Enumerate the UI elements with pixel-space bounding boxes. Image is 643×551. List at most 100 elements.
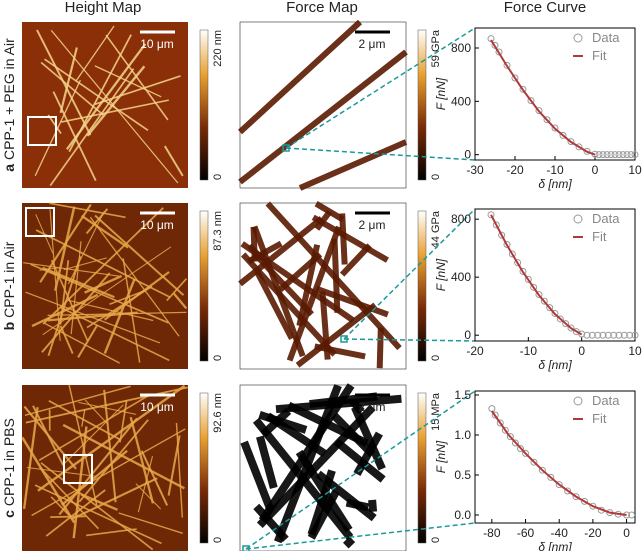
fiber — [35, 229, 171, 299]
row-letter: b — [1, 322, 17, 331]
force-fiber — [345, 498, 369, 512]
data-point — [498, 231, 506, 239]
force-fiber — [237, 19, 363, 135]
fiber — [48, 399, 121, 441]
fiber — [78, 401, 137, 415]
fiber — [59, 306, 170, 362]
colorbar-min: 0 — [430, 355, 442, 361]
force-fiber — [314, 201, 345, 223]
data-point — [495, 48, 503, 56]
force-fiber — [309, 392, 378, 409]
x-tick-label: -20 — [506, 163, 524, 177]
data-point — [580, 497, 588, 505]
force-fiber — [307, 489, 340, 540]
y-tick-label: 0.5 — [454, 468, 471, 482]
fit-line — [490, 39, 596, 156]
fit-line — [491, 410, 627, 516]
data-point — [555, 481, 563, 489]
data-point — [511, 74, 519, 82]
force-fiber — [296, 244, 321, 327]
data-point — [503, 241, 511, 249]
fiber — [89, 216, 180, 337]
colorbar — [417, 392, 427, 544]
legend-label: Fit — [592, 48, 607, 63]
force-fiber — [339, 243, 372, 277]
fit-line — [490, 214, 583, 336]
row-label: c CPP-1 in PBS — [1, 418, 17, 518]
force-fiber — [314, 209, 333, 231]
roi-box — [27, 116, 57, 146]
fiber — [65, 43, 147, 150]
row-letter: a — [1, 164, 17, 172]
fiber — [62, 423, 185, 490]
scale-label: 10 μm — [140, 37, 174, 51]
data-point — [540, 297, 548, 305]
fiber — [37, 384, 186, 492]
data-point — [522, 449, 530, 457]
data-point — [595, 151, 603, 159]
scale-label: 2 μm — [359, 218, 386, 232]
scale-label: 10 μm — [140, 218, 174, 232]
data-point — [603, 151, 611, 159]
fiber — [67, 211, 105, 285]
fiber — [80, 493, 118, 511]
y-tick-label: 0 — [464, 328, 471, 342]
data-point — [516, 445, 524, 453]
y-tick-label: 800 — [451, 41, 471, 55]
fiber — [75, 25, 115, 82]
x-tick-label: -60 — [517, 526, 535, 540]
fiber — [58, 417, 138, 516]
fiber — [49, 68, 135, 187]
x-axis-label: δ [nm] — [538, 177, 572, 191]
data-point — [628, 511, 636, 519]
row-label: b CPP-1 in Air — [1, 241, 17, 330]
data-point — [535, 107, 543, 115]
force-fiber — [254, 270, 295, 340]
fiber — [26, 466, 96, 477]
fiber — [61, 99, 169, 123]
legend-label: Data — [592, 30, 620, 45]
data-point — [615, 151, 623, 159]
fiber — [140, 450, 169, 506]
zoom-line — [245, 390, 476, 550]
scale-label: 2 μm — [359, 37, 386, 51]
zoom-line — [343, 208, 476, 340]
data-point — [623, 151, 631, 159]
force-fiber — [311, 214, 389, 263]
y-tick-label: 0.0 — [454, 508, 471, 522]
force-fiber — [333, 438, 386, 483]
fiber — [47, 311, 187, 316]
legend-marker — [573, 396, 583, 406]
colorbar-max: 59 GPa — [430, 29, 442, 67]
legend-marker — [573, 214, 583, 224]
fiber — [163, 145, 184, 177]
fiber — [61, 449, 128, 506]
data-point — [487, 211, 495, 219]
force-fiber — [353, 431, 383, 476]
force-fiber — [343, 536, 356, 549]
force-fiber — [376, 327, 384, 369]
data-point — [626, 331, 634, 339]
fiber — [122, 258, 141, 363]
fiber — [21, 436, 76, 524]
fiber — [109, 289, 146, 306]
data-point — [619, 151, 627, 159]
legend-label: Fit — [592, 229, 607, 244]
fiber — [118, 512, 183, 534]
roi-box — [63, 454, 93, 484]
fiber — [70, 477, 158, 521]
force-fiber — [331, 412, 376, 458]
data-point — [567, 138, 575, 146]
colorbar-max: 15 MPa — [430, 392, 442, 431]
fiber — [78, 419, 149, 503]
fiber — [103, 278, 136, 354]
fiber — [94, 65, 162, 98]
data-point — [594, 331, 602, 339]
fiber — [59, 47, 78, 114]
fiber — [25, 291, 161, 344]
colorbar-max: 92.6 nm — [212, 393, 224, 433]
colorbar-max: 220 nm — [212, 30, 224, 67]
data-point — [524, 275, 532, 283]
y-axis-label: F [nN] — [434, 258, 448, 291]
data-point — [564, 487, 572, 495]
